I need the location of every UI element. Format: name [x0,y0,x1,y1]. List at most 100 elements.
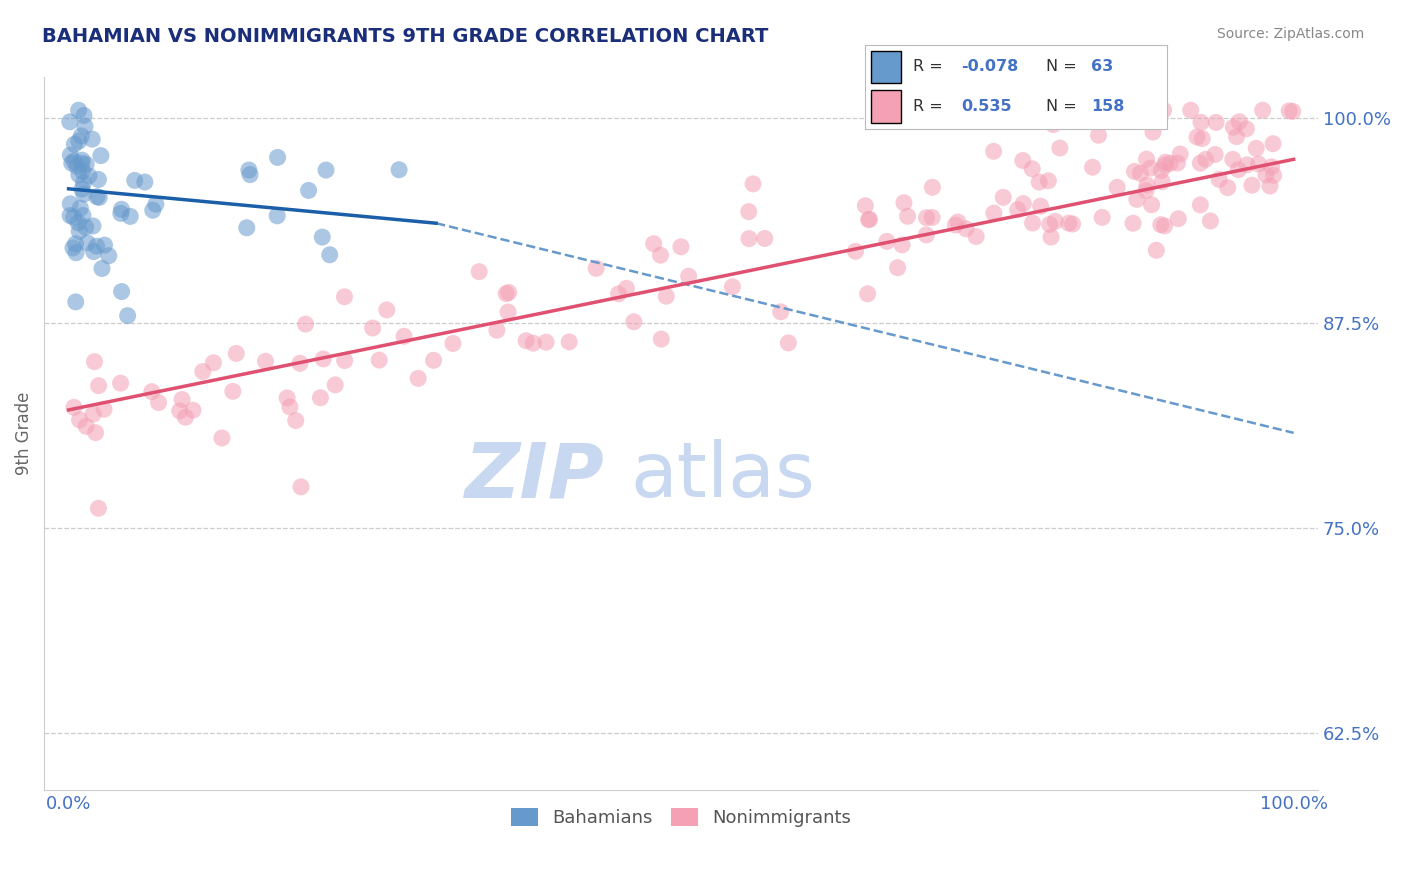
Point [1166,156,1188,170]
Point [1236,158,1258,172]
Point [141,384,163,399]
Point [983,145,1005,159]
Point [1189,198,1212,212]
Point [1028,175,1050,189]
Point [87,378,110,392]
Point [266,150,288,164]
Text: N =: N = [1046,59,1083,74]
Point [311,230,333,244]
Point [1123,164,1146,178]
Point [921,180,943,194]
Point [678,269,700,284]
Point [278,400,301,414]
Point [1129,166,1152,180]
Point [70,153,93,168]
Point [93,238,115,252]
Point [59,209,82,223]
Point [1107,180,1129,194]
Point [67,168,90,182]
Point [1150,218,1173,232]
Point [876,235,898,249]
Point [858,212,880,227]
Point [145,197,167,211]
Point [288,356,311,370]
Text: 0.535: 0.535 [962,99,1012,114]
Point [63,154,86,169]
Legend: Bahamians, Nonimmigrants: Bahamians, Nonimmigrants [503,801,859,834]
Point [1204,147,1226,161]
Point [236,220,259,235]
Point [669,240,692,254]
Point [1247,157,1270,171]
Point [441,336,464,351]
Point [82,407,104,421]
Point [742,177,765,191]
Point [853,199,876,213]
Point [60,156,83,170]
Point [1227,162,1250,177]
Point [148,395,170,409]
Point [222,384,245,399]
Point [886,260,908,275]
Point [276,391,298,405]
Point [191,364,214,378]
Point [915,211,938,225]
Point [72,164,94,178]
Point [1142,125,1164,139]
Point [63,401,86,415]
Point [67,134,90,148]
Point [1062,217,1084,231]
Text: 158: 158 [1091,99,1125,114]
Point [1180,103,1202,118]
Point [965,229,987,244]
Point [89,190,111,204]
Point [120,210,142,224]
Point [643,236,665,251]
Point [315,163,337,178]
Point [1189,115,1212,129]
Point [333,290,356,304]
Point [1194,153,1216,167]
Point [134,175,156,189]
Point [495,286,517,301]
Point [75,419,97,434]
Point [323,377,346,392]
Point [84,425,107,440]
Point [67,103,90,118]
Point [82,132,104,146]
Point [70,128,93,143]
Point [1038,174,1060,188]
Point [1081,160,1104,174]
FancyBboxPatch shape [870,51,901,83]
Point [87,172,110,186]
Point [1122,216,1144,230]
Point [266,209,288,223]
Point [1244,141,1267,155]
Point [1029,199,1052,213]
Point [1260,160,1282,174]
Point [1042,118,1064,132]
Point [72,176,94,190]
Point [1258,179,1281,194]
Point [75,220,97,235]
Point [1168,147,1191,161]
Point [388,162,411,177]
Point [67,224,90,238]
Point [1021,161,1043,176]
Point [1144,244,1167,258]
Point [239,168,262,182]
Point [297,183,319,197]
Point [319,248,342,262]
Point [1153,219,1175,233]
Point [498,285,520,300]
Point [1234,121,1257,136]
Text: N =: N = [1046,99,1083,114]
Point [1208,172,1230,186]
Point [858,212,880,227]
Point [983,206,1005,220]
Point [72,208,94,222]
Text: ZIP: ZIP [465,440,605,514]
Point [1087,128,1109,143]
Point [534,335,557,350]
Point [844,244,866,259]
